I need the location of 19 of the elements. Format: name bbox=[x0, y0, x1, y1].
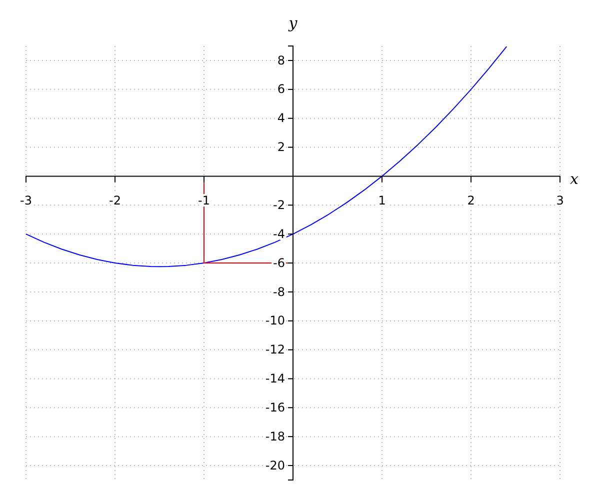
x-tick-label: -2 bbox=[109, 194, 121, 208]
y-tick-label: -16 bbox=[265, 400, 285, 415]
x-tick-label: -3 bbox=[20, 194, 32, 208]
x-tick-label: 3 bbox=[556, 194, 564, 208]
y-axis-title: y bbox=[288, 14, 298, 32]
y-tick-label: -10 bbox=[265, 314, 285, 328]
x-axis-title: x bbox=[570, 170, 579, 188]
y-tick-label: 8 bbox=[277, 53, 285, 68]
y-tick-label: -4 bbox=[273, 226, 285, 241]
y-tick-label: -14 bbox=[265, 372, 285, 386]
y-tick-label: -12 bbox=[265, 342, 285, 357]
y-tick-label: -8 bbox=[273, 284, 285, 299]
y-tick-label: 4 bbox=[277, 111, 285, 126]
x-tick-label: 1 bbox=[378, 194, 386, 208]
y-tick-label: -18 bbox=[265, 429, 285, 444]
y-tick-label: -20 bbox=[265, 458, 285, 472]
x-tick-label: 2 bbox=[467, 194, 475, 208]
y-tick-label: 2 bbox=[277, 140, 285, 154]
y-tick-label: 6 bbox=[277, 82, 285, 96]
